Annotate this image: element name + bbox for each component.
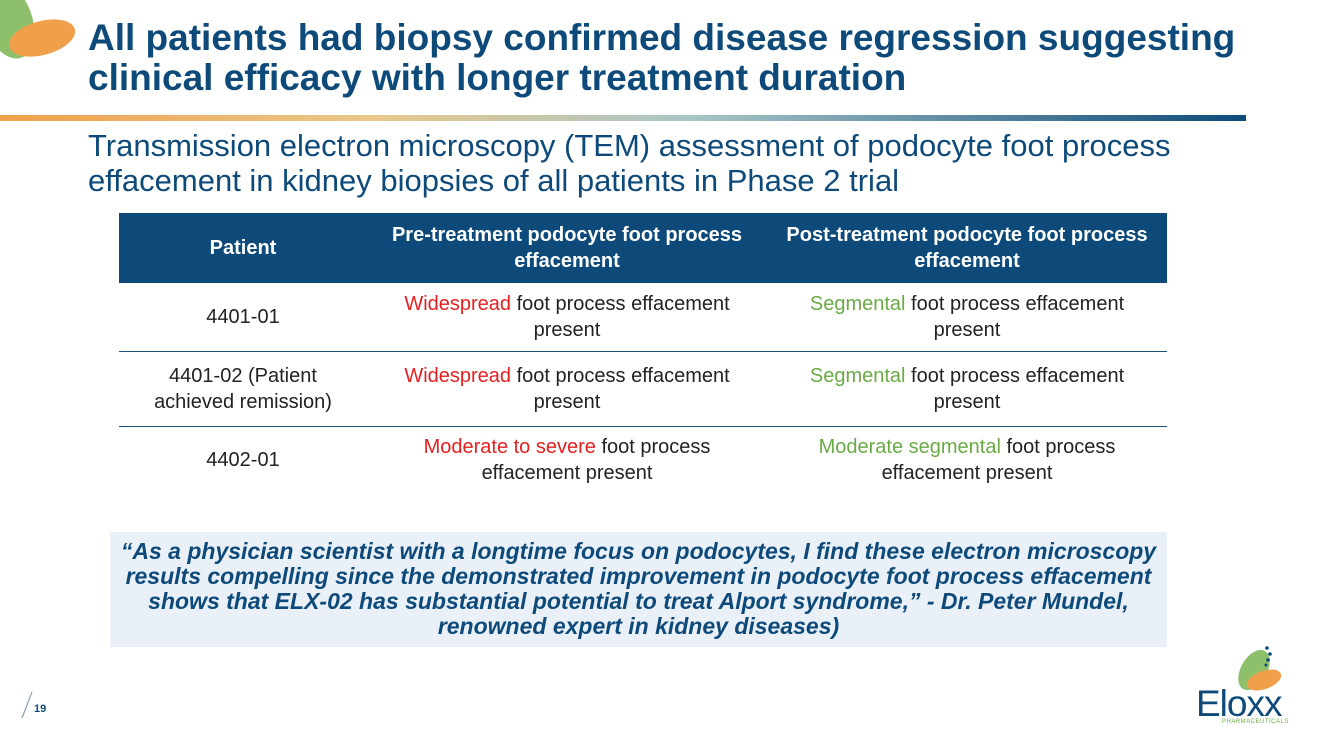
header-patient: Patient [119,213,367,283]
expert-quote: “As a physician scientist with a longtim… [110,532,1167,647]
finding-text: foot process effacement present [511,365,730,413]
table-row: 4401-02 (Patient achieved remission) Wid… [119,351,1167,427]
pre-treatment-cell: Widespread foot process effacement prese… [367,283,767,352]
severity-highlight: Widespread [404,365,512,387]
finding-text: foot process effacement present [511,293,730,341]
post-treatment-cell: Segmental foot process effacement presen… [767,283,1167,352]
finding-text: foot process effacement present [905,365,1125,413]
pre-treatment-cell: Widespread foot process effacement prese… [367,351,767,427]
patient-id-cell: 4401-01 [119,283,367,352]
title-divider [0,115,1246,121]
table-row: 4402-01 Moderate to severe foot process … [119,427,1167,494]
severity-highlight: Moderate to severe [423,436,596,458]
brand-wordmark: Eloxx [1196,683,1282,724]
severity-highlight: Segmental [809,293,906,315]
patient-id-cell: 4402-01 [206,449,280,471]
patient-id-cell: 4401-02 (Patient achieved remission) [119,351,367,427]
corner-logo-icon [0,0,76,59]
header-pre-treatment: Pre-treatment podocyte foot process effa… [367,213,767,283]
severity-highlight: Segmental [809,365,906,387]
tem-results-table: Patient Pre-treatment podocyte foot proc… [119,213,1167,493]
eloxx-logo-icon [1238,646,1282,691]
finding-text: foot process effacement present [905,293,1125,341]
severity-highlight: Moderate segmental [818,436,1001,458]
brand-subtitle: PHARMACEUTICALS [1222,719,1289,725]
severity-highlight: Widespread [404,293,512,315]
header-post-treatment: Post-treatment podocyte foot process eff… [767,213,1167,283]
table-row: 4401-01 Widespread foot process effaceme… [119,283,1167,352]
post-treatment-cell: Segmental foot process effacement presen… [767,351,1167,427]
page-slash-icon [21,691,33,719]
finding-text: foot process effacement present [481,436,711,484]
table-header-row: Patient Pre-treatment podocyte foot proc… [119,213,1167,283]
page-number-text: 19 [34,703,47,715]
slide-title: All patients had biopsy confirmed diseas… [88,17,1236,98]
finding-text: foot process effacement present [881,436,1116,484]
pre-treatment-cell: Moderate to severe foot process effaceme… [367,427,767,494]
slide-subtitle: Transmission electron microscopy (TEM) a… [88,128,1171,198]
post-treatment-cell: Moderate segmental foot process effaceme… [767,427,1167,494]
